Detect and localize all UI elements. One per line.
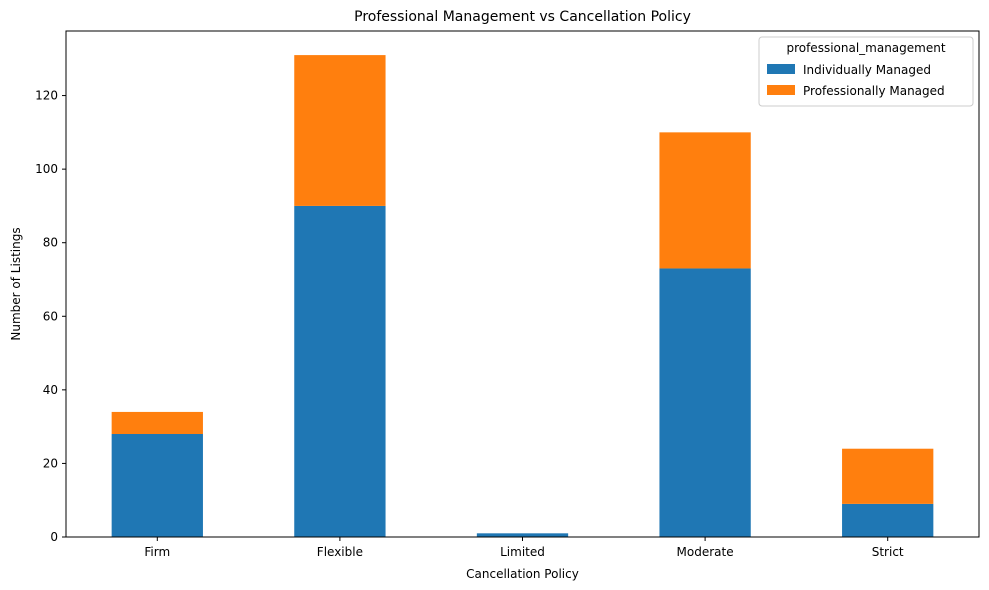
bar-strict-individually-managed <box>842 503 934 537</box>
y-tick-label: 20 <box>43 456 58 470</box>
y-tick-label: 80 <box>43 236 58 250</box>
x-tick-label: Firm <box>144 545 170 559</box>
legend-label: Professionally Managed <box>803 84 945 98</box>
legend-title: professional_management <box>786 41 945 55</box>
y-tick-label: 40 <box>43 383 58 397</box>
chart-title: Professional Management vs Cancellation … <box>354 9 691 25</box>
bar-flexible-individually-managed <box>294 205 386 537</box>
x-axis-label: Cancellation Policy <box>466 567 579 581</box>
legend: professional_management Individually Mana… <box>758 36 974 107</box>
y-tick-label: 0 <box>50 530 58 544</box>
y-tick-label: 100 <box>35 162 58 176</box>
x-tick-label: Flexible <box>317 545 363 559</box>
y-tick-label: 60 <box>43 309 58 323</box>
axes-layer: Firm Flexible Limited Moderate Strict 0 20 40 60… <box>35 30 980 559</box>
x-tick-label: Limited <box>500 545 545 559</box>
legend-frame <box>758 36 974 107</box>
y-tick-label: 120 <box>35 89 58 103</box>
bar-flexible-professionally-managed <box>294 55 386 206</box>
bar-strict-professionally-managed <box>842 448 934 504</box>
bar-firm-professionally-managed <box>111 411 203 434</box>
bar-moderate-professionally-managed <box>659 132 751 269</box>
x-tick-label: Strict <box>872 545 904 559</box>
bars-layer <box>111 55 934 537</box>
legend-swatch <box>767 64 795 74</box>
bar-firm-individually-managed <box>111 433 203 537</box>
x-tick-label: Moderate <box>677 545 734 559</box>
bar-limited-individually-managed <box>476 533 569 537</box>
bar-moderate-individually-managed <box>659 268 751 537</box>
legend-swatch <box>767 85 795 95</box>
legend-label: Individually Managed <box>803 63 931 77</box>
y-axis-label: Number of Listings <box>9 227 23 340</box>
